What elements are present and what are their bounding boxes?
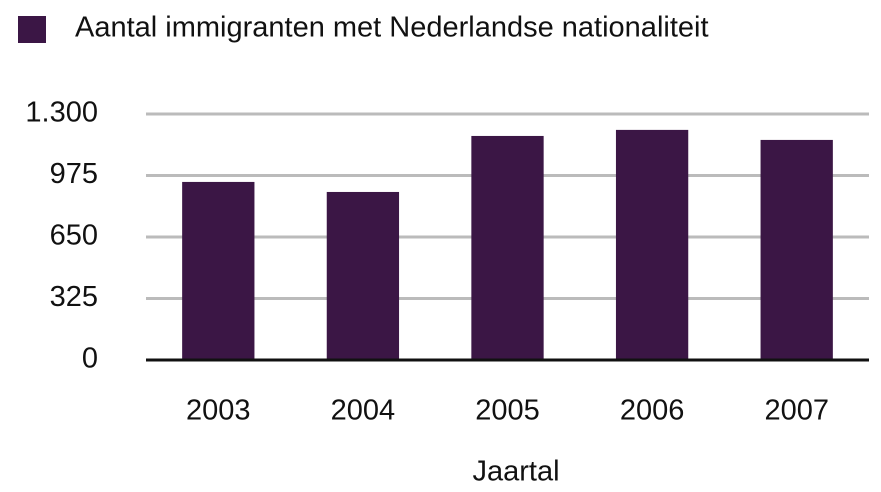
bar (471, 135, 544, 360)
bar (326, 191, 400, 360)
y-tick-label: 1.300 (25, 97, 98, 129)
x-axis-label: Jaartal (472, 456, 559, 488)
bar (615, 129, 689, 360)
y-tick-label: 0 (82, 343, 98, 375)
legend-label: Aantal immigranten met Nederlandse natio… (75, 12, 709, 44)
x-tick-label: 2005 (475, 395, 540, 427)
legend-swatch (18, 16, 46, 43)
x-tick-label: 2006 (620, 395, 685, 427)
y-tick-label: 650 (50, 220, 98, 252)
x-tick-label: 2004 (331, 395, 396, 427)
y-tick-label: 975 (50, 158, 98, 190)
bar (182, 181, 255, 360)
x-tick-label: 2007 (764, 395, 829, 427)
y-tick-label: 325 (50, 281, 98, 313)
bar (760, 139, 833, 360)
x-tick-label: 2003 (186, 395, 251, 427)
